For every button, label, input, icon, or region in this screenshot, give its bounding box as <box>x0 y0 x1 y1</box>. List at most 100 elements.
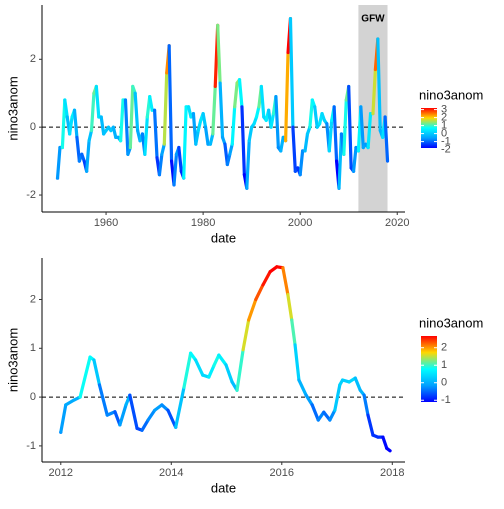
line-segment <box>72 108 79 139</box>
line-segment <box>216 23 222 85</box>
line-segment <box>148 95 154 112</box>
y-tick-label: 2 <box>30 293 36 305</box>
line-segment <box>327 118 334 153</box>
y-tick-label: 0 <box>30 391 36 403</box>
line-segment <box>87 128 94 143</box>
line-segment <box>351 145 358 173</box>
line-segment <box>201 111 208 129</box>
line-segment <box>347 84 353 170</box>
line-segment <box>303 132 310 153</box>
line-segment <box>353 376 362 392</box>
line-segment <box>118 403 128 427</box>
line-segment <box>133 91 140 133</box>
x-tick-label: 1960 <box>94 217 118 229</box>
line-segment <box>123 98 130 156</box>
x-tick-label: 2020 <box>385 217 409 229</box>
line-segment <box>245 139 251 190</box>
line-segment <box>208 132 215 146</box>
line-segment <box>298 149 305 177</box>
legend-tick-label: 2 <box>441 112 447 124</box>
line-segment <box>376 37 382 133</box>
line-segment <box>224 363 234 384</box>
line-segment <box>332 105 339 163</box>
y-tick-label: 2 <box>30 53 36 65</box>
line-segment <box>291 125 297 173</box>
line-segment <box>143 115 149 156</box>
legend-tick-label: 1 <box>441 120 447 132</box>
line-segment <box>254 283 265 302</box>
line-segment <box>59 403 68 434</box>
line-segment <box>383 115 390 163</box>
x-axis-label: date <box>211 480 236 495</box>
legend-title: nino3anom <box>419 315 483 330</box>
line-segment <box>366 111 373 150</box>
line-segment <box>162 71 169 146</box>
line-segment <box>235 348 245 392</box>
annotation: GFW <box>361 14 385 25</box>
line-segment <box>247 297 258 322</box>
line-segment <box>286 293 294 322</box>
line-segment <box>167 44 174 163</box>
line-segment <box>381 435 389 450</box>
line-segment <box>172 152 179 187</box>
line-segment <box>217 353 228 367</box>
colorbar <box>421 108 437 148</box>
legend-title: nino3anom <box>419 87 483 102</box>
line-segment <box>207 364 216 379</box>
x-tick-label: 2012 <box>49 467 73 479</box>
line-segment <box>128 84 135 150</box>
line-segment <box>293 343 301 382</box>
line-segment <box>281 266 290 297</box>
line-segment <box>99 115 106 136</box>
line-segment <box>174 385 186 429</box>
legend-tick-label: -1 <box>441 136 451 148</box>
line-segment <box>240 105 246 177</box>
line-segment <box>63 98 69 119</box>
line-segment <box>261 270 272 287</box>
line-segment <box>359 105 365 150</box>
legend-tick-label: 0 <box>441 128 447 140</box>
line-segment <box>85 139 91 173</box>
line-segment <box>97 383 109 417</box>
legend-tick-label: 1 <box>441 359 447 371</box>
line-segment <box>328 408 337 422</box>
y-tick-label: -1 <box>26 440 36 452</box>
line-segment <box>203 125 210 146</box>
colorbar <box>421 336 437 402</box>
line-segment <box>304 393 314 407</box>
line-segment <box>254 105 261 119</box>
line-segment <box>152 108 159 160</box>
line-segment <box>55 145 62 180</box>
line-segment <box>228 142 234 156</box>
y-tick-label: 1 <box>30 342 36 354</box>
line-segment <box>274 95 280 150</box>
line-segment <box>225 152 232 167</box>
line-segment <box>218 81 225 139</box>
line-segment <box>284 50 290 143</box>
line-segment <box>193 358 205 377</box>
line-segment <box>128 393 139 430</box>
line-segment <box>230 105 237 146</box>
line-segment <box>288 16 295 129</box>
line-segment <box>194 128 200 146</box>
line-segment <box>290 318 297 347</box>
line-segment <box>166 408 178 429</box>
line-segment <box>333 383 342 412</box>
legend-tick-label: -1 <box>441 394 451 406</box>
line-segment <box>279 135 285 153</box>
line-segment <box>177 145 183 173</box>
line-segment <box>182 105 188 180</box>
y-tick-label: -2 <box>26 189 36 201</box>
line-segment <box>89 91 96 133</box>
y-axis-label: nino3anom <box>5 76 20 140</box>
line-segment <box>233 81 239 109</box>
legend-tick-label: 0 <box>441 377 447 389</box>
line-segment <box>119 98 125 143</box>
line-segment <box>385 446 392 453</box>
line-segment <box>212 353 221 368</box>
line-segment <box>371 67 377 116</box>
x-tick-label: 2014 <box>159 467 183 479</box>
x-tick-label: 1980 <box>191 217 215 229</box>
line-segment <box>140 418 150 432</box>
